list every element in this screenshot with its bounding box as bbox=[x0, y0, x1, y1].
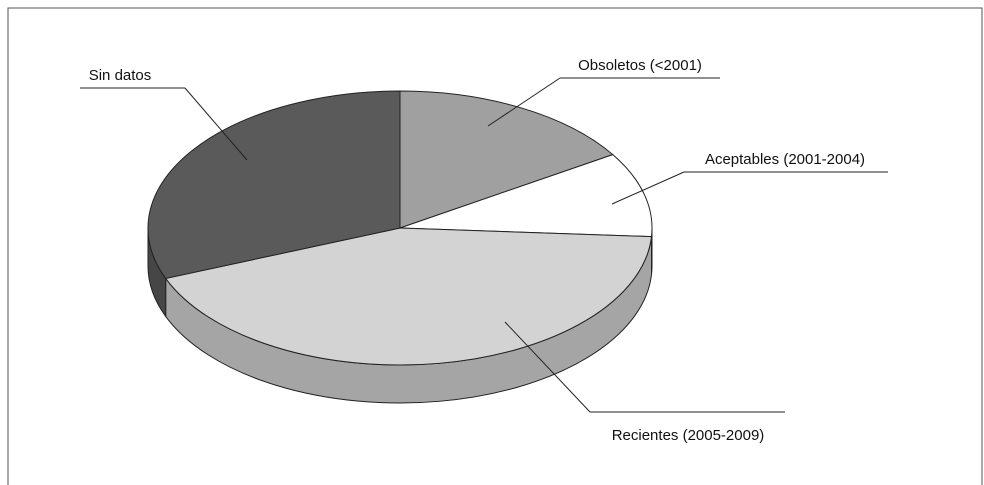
slice-label: Aceptables (2001-2004) bbox=[705, 151, 865, 168]
slice bbox=[164, 227, 653, 366]
slice bbox=[399, 154, 653, 238]
frame bbox=[7, 7, 983, 485]
slice-label: Obsoletos (<2001) bbox=[578, 57, 702, 74]
slice-label: Sin datos bbox=[89, 67, 152, 84]
leader-line bbox=[184, 87, 248, 161]
leader-line bbox=[611, 171, 685, 205]
slice-label: Recientes (2005-2009) bbox=[612, 427, 765, 444]
slice bbox=[147, 90, 401, 279]
leader-line bbox=[487, 77, 561, 127]
slice bbox=[399, 90, 614, 229]
leader-line bbox=[504, 321, 591, 413]
